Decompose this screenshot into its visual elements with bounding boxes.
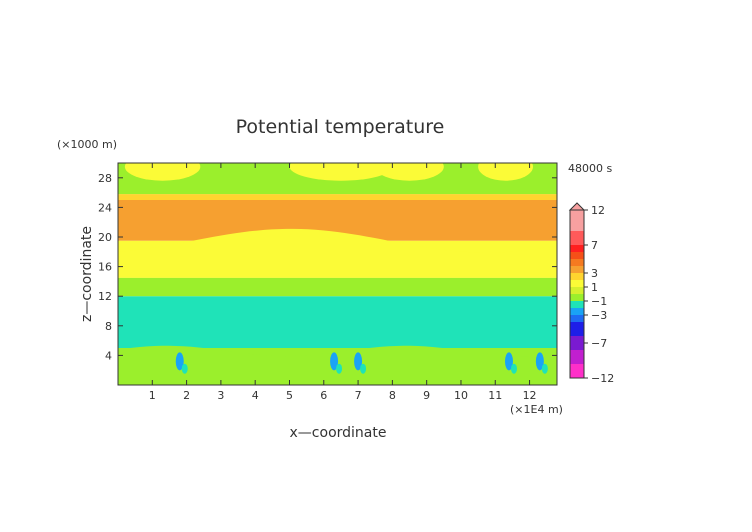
colorbar-segment: [570, 364, 584, 378]
colorbar-segment: [570, 245, 584, 252]
y-axis-label: z—coordinate: [79, 226, 95, 322]
chart-title: Potential temperature: [236, 116, 445, 138]
y-tick-label: 8: [105, 320, 112, 333]
x-axis-label: x—coordinate: [290, 425, 387, 441]
colorbar-segment: [570, 287, 584, 294]
x-tick-label: 5: [286, 389, 293, 402]
plot-frame: [117, 162, 558, 386]
plot-area: [118, 163, 557, 385]
heatmap-cell: [535, 352, 544, 371]
heatmap-cell: [510, 363, 517, 374]
colorbar-segment: [570, 294, 584, 301]
colorbar-tick-label: −12: [591, 372, 614, 385]
heatmap-cell: [360, 363, 367, 374]
y-tick-label: 16: [98, 261, 112, 274]
colorbar-extend-arrow: [568, 202, 586, 211]
x-tick-label: 8: [389, 389, 396, 402]
colorbar-tick-label: 3: [591, 267, 598, 280]
heatmap-plume: [478, 163, 533, 181]
heatmap-plume: [289, 163, 393, 181]
colorbar-segment: [570, 308, 584, 315]
colorbar-segment: [570, 322, 584, 336]
heatmap-cell: [354, 352, 363, 371]
x-tick-label: 6: [320, 389, 327, 402]
heatmap-band: [118, 194, 557, 200]
colorbar-segment: [570, 266, 584, 273]
colorbar-tick-label: −3: [591, 309, 607, 322]
heatmap-band: [118, 296, 557, 348]
heatmap-cell: [336, 363, 343, 374]
x-tick-label: 4: [252, 389, 259, 402]
y-tick-label: 12: [98, 290, 112, 303]
x-tick-label: 12: [523, 389, 537, 402]
y-unit-label: (×1000 m): [57, 138, 117, 151]
x-tick-label: 1: [149, 389, 156, 402]
heatmap-cell: [504, 352, 513, 371]
colorbar-segment: [570, 231, 584, 245]
x-tick-label: 7: [355, 389, 362, 402]
colorbar-segment: [570, 280, 584, 287]
colorbar-tick-label: 7: [591, 239, 598, 252]
y-tick-label: 4: [105, 349, 112, 362]
time-label: 48000 s: [568, 162, 612, 175]
colorbar-tick-label: −7: [591, 337, 607, 350]
x-tick-label: 11: [488, 389, 502, 402]
y-tick-label: 20: [98, 231, 112, 244]
title-group: Potential temperature (×1000 m) 48000 s …: [57, 116, 612, 441]
x-tick-label: 9: [423, 389, 430, 402]
x-tick-label: 2: [183, 389, 190, 402]
colorbar: 12 7 31−1−3 −7 −12: [568, 202, 614, 385]
heatmap-plume: [375, 163, 444, 181]
colorbar-segment: [570, 273, 584, 280]
heatmap-region: [118, 228, 557, 278]
heatmap-cell: [541, 363, 548, 374]
heatmap-cell: [181, 363, 188, 374]
colorbar-segment: [570, 301, 584, 308]
colorbar-segment: [570, 210, 584, 231]
x-tick-label: 3: [217, 389, 224, 402]
colorbar-segment: [570, 259, 584, 266]
colorbar-segment: [570, 336, 584, 350]
y-tick-label: 24: [98, 201, 112, 214]
heatmap-band: [118, 277, 557, 297]
heatmap-cell: [330, 352, 339, 371]
colorbar-segment: [570, 350, 584, 364]
y-tick-label: 28: [98, 172, 112, 185]
colorbar-segment: [570, 252, 584, 259]
heatmap-cell: [175, 352, 184, 371]
x-tick-label: 10: [454, 389, 468, 402]
colorbar-tick-label: 12: [591, 204, 605, 217]
colorbar-tick-label: 1: [591, 281, 598, 294]
colorbar-tick-label: −1: [591, 295, 607, 308]
colorbar-segment: [570, 315, 584, 322]
x-unit-label: (×1E4 m): [510, 403, 563, 416]
heatmap-plume: [124, 163, 201, 181]
